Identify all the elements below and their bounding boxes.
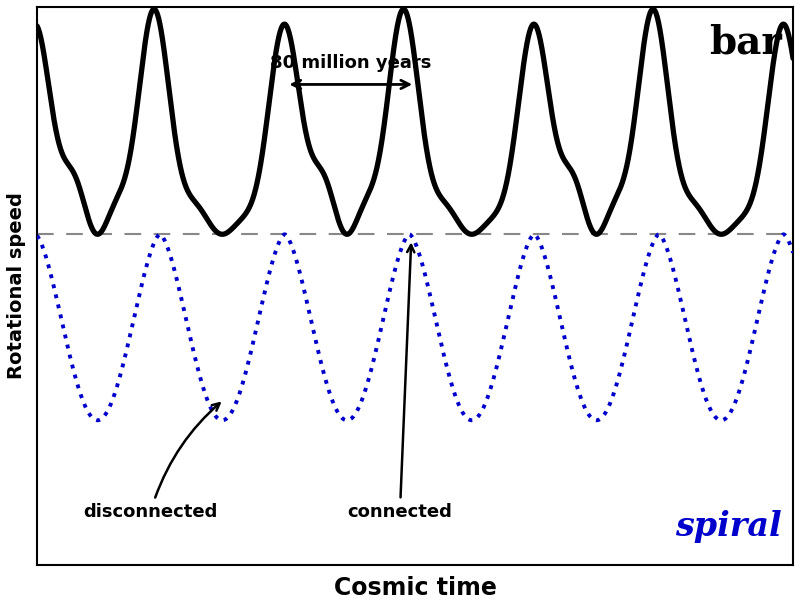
- Y-axis label: Rotational speed: Rotational speed: [7, 192, 26, 379]
- Text: connected: connected: [347, 245, 452, 521]
- Text: spiral: spiral: [675, 510, 782, 543]
- Text: bar: bar: [709, 24, 782, 62]
- Text: disconnected: disconnected: [83, 403, 219, 521]
- X-axis label: Cosmic time: Cosmic time: [334, 576, 497, 600]
- Text: 80 million years: 80 million years: [270, 54, 431, 72]
